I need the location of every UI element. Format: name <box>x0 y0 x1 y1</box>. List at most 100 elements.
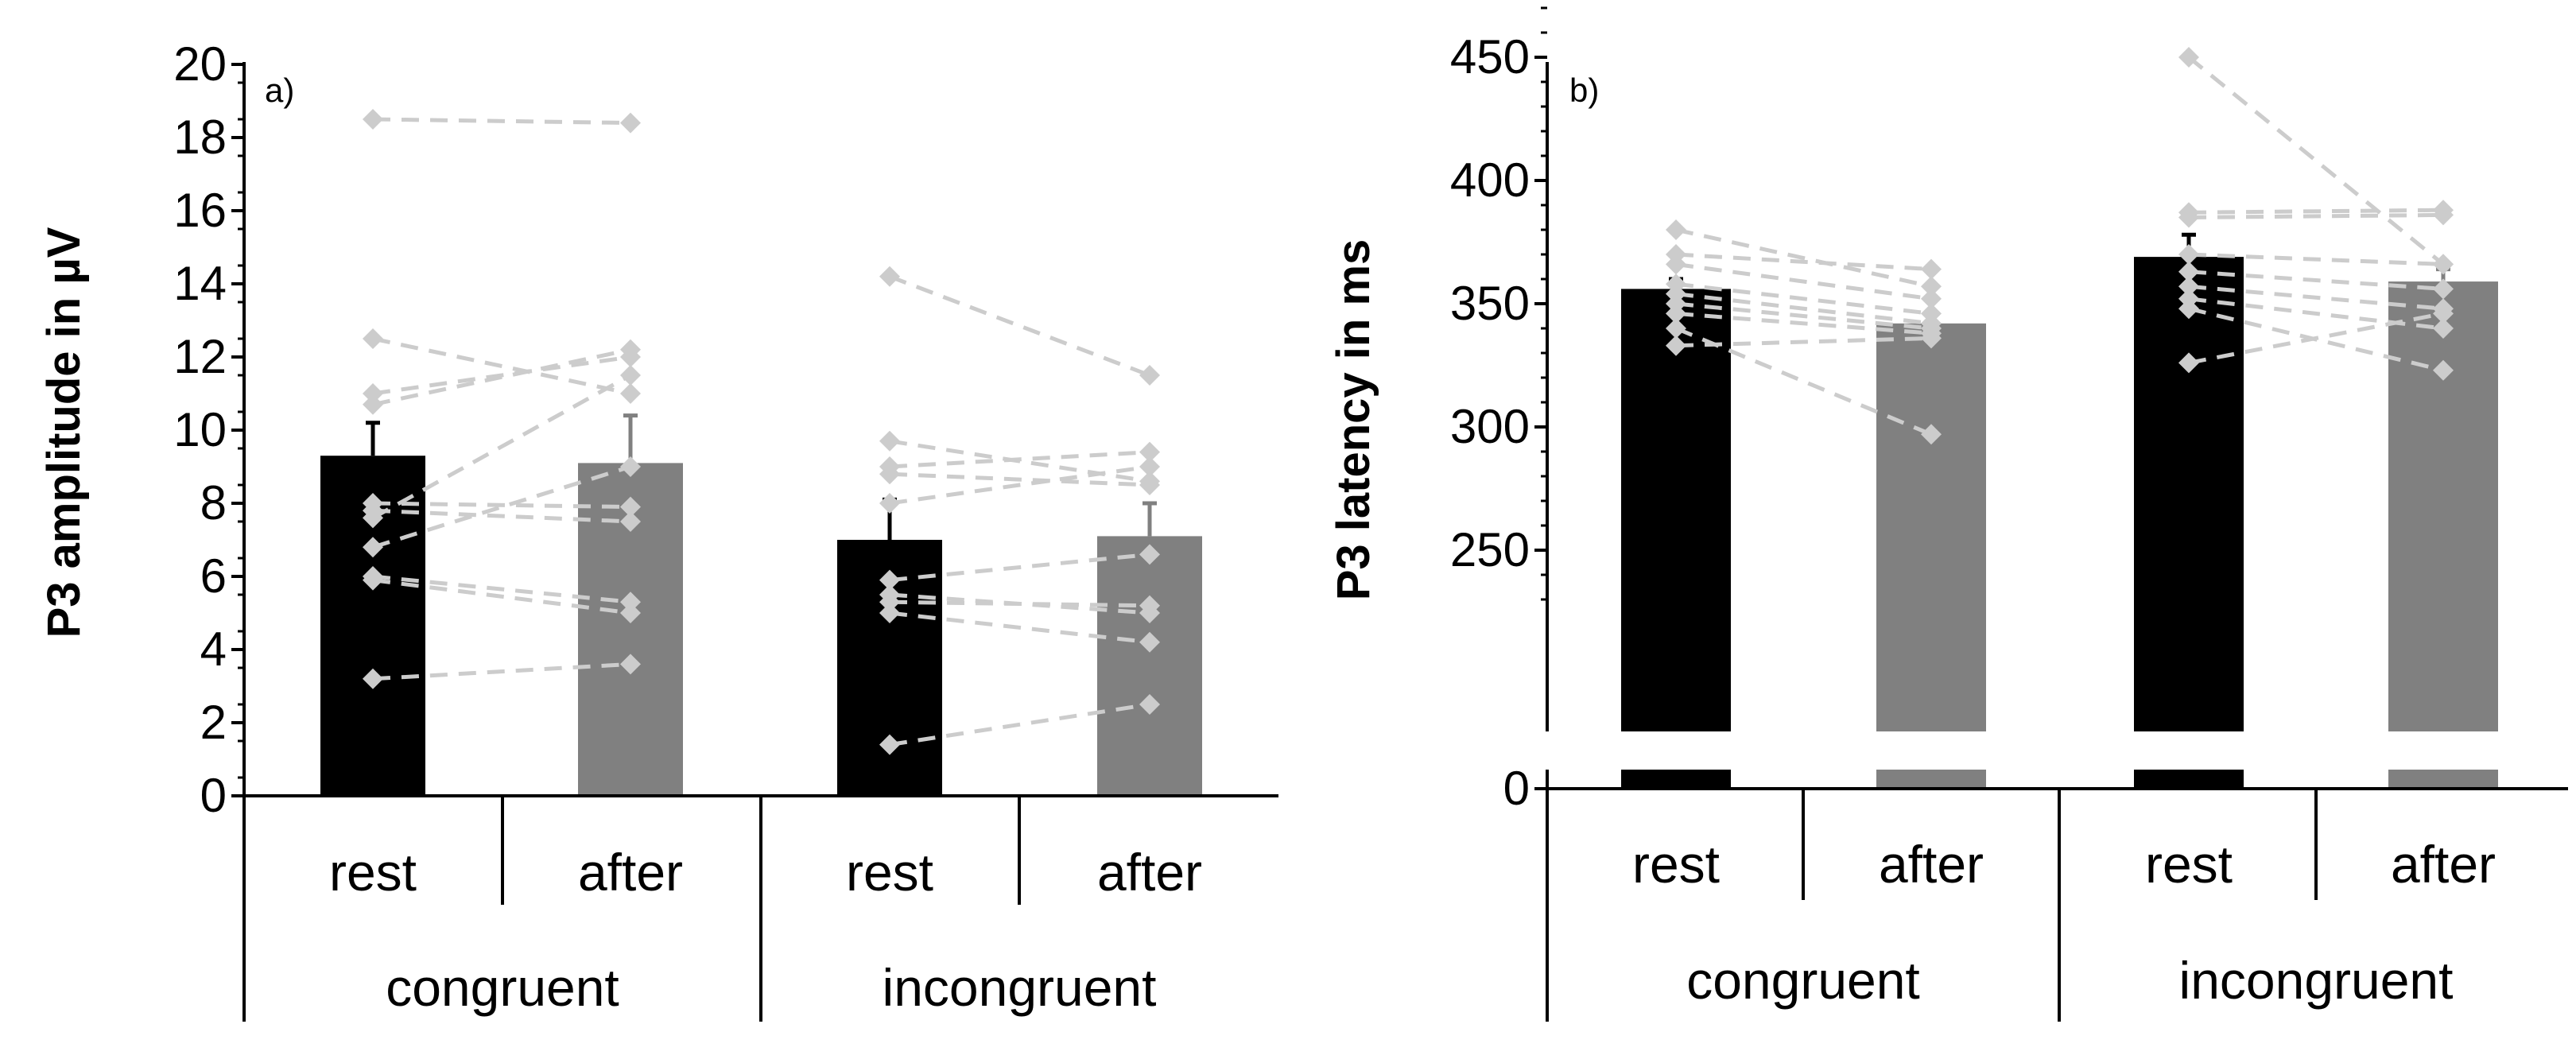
subject-point-after <box>1921 328 1942 349</box>
subject-point-after <box>620 496 641 518</box>
subject-line <box>889 450 1150 469</box>
subject-point-after <box>2433 278 2454 300</box>
subject-line <box>372 661 631 681</box>
subject-point-rest <box>363 328 383 349</box>
subject-point-rest <box>363 569 383 591</box>
panel-label-a: a) <box>265 72 294 109</box>
bar-stub <box>2388 770 2498 789</box>
subject-point-rest <box>2178 207 2199 228</box>
subject-line <box>2188 284 2444 311</box>
panel-label-b: b) <box>1569 72 1599 109</box>
subject-line <box>372 508 631 524</box>
y-tick-label: 18 <box>173 111 227 164</box>
subject-point-rest <box>879 464 900 485</box>
x-category-label-rest: rest <box>1632 835 1720 894</box>
subject-point-rest <box>363 507 383 529</box>
y-tick-label: 4 <box>200 623 227 676</box>
subject-point-after <box>2433 254 2454 275</box>
subject-line <box>2188 212 2444 219</box>
subject-point-rest <box>1666 219 1686 240</box>
bar-stub <box>1621 770 1731 789</box>
panel-a-amplitude: P3 amplitude in µV a) 02468101214161820 … <box>38 37 1278 1022</box>
subject-point-after <box>620 511 641 532</box>
subject-point-after <box>620 339 641 360</box>
x-category-label-after: after <box>2391 835 2496 894</box>
y-tick-label: 14 <box>173 257 227 310</box>
y-tick-label: 16 <box>173 184 227 237</box>
bar-after-incongruent <box>1097 536 1202 796</box>
subject-point-after <box>620 456 641 477</box>
subject-point-rest <box>363 109 383 130</box>
x-group-label-incongruent: incongruent <box>2179 951 2454 1010</box>
subject-line <box>2188 208 2444 215</box>
subject-point-rest <box>1666 335 1686 356</box>
y-tick-label: 250 <box>1450 523 1530 576</box>
subject-point-rest <box>1666 318 1686 339</box>
subject-point-rest <box>2178 352 2199 374</box>
subject-point-after <box>1921 288 1942 309</box>
subject-point-after <box>2433 318 2454 339</box>
subject-line <box>1675 227 1932 289</box>
subject-line <box>371 373 632 520</box>
bar-stub <box>1876 770 1986 789</box>
y-tick-label: 450 <box>1450 30 1530 83</box>
bar-rest-congruent <box>1621 289 1731 731</box>
subject-point-rest <box>2178 276 2199 297</box>
subject-line <box>2188 252 2444 266</box>
subject-point-after <box>2433 303 2454 324</box>
subject-point-after <box>1139 694 1160 715</box>
subject-line <box>372 574 631 604</box>
y-axis-label-latency: P3 latency in ms <box>1328 239 1379 601</box>
subject-line <box>889 274 1150 378</box>
subject-point-after <box>2433 359 2454 381</box>
bar-stub <box>2134 770 2244 789</box>
subject-point-rest <box>1666 303 1686 324</box>
x-category-label-after: after <box>1879 835 1984 894</box>
subject-line <box>889 471 1150 487</box>
subject-point-rest <box>363 668 383 689</box>
x-group-label-incongruent: incongruent <box>883 958 1157 1017</box>
subject-point-after <box>1139 456 1160 477</box>
subject-point-after <box>1139 475 1160 495</box>
subject-line <box>1675 262 1932 301</box>
subject-point-rest <box>1666 254 1686 275</box>
y-tick-label: 2 <box>200 696 227 749</box>
subject-line <box>889 552 1150 583</box>
subject-point-rest <box>363 537 383 558</box>
subject-point-rest <box>2178 244 2199 265</box>
subject-point-after <box>620 112 641 134</box>
subject-point-rest <box>879 266 900 287</box>
subject-line <box>2188 311 2444 365</box>
y-tick-label: 12 <box>173 330 227 383</box>
y-tick-label: 10 <box>173 403 227 456</box>
subject-point-after <box>1139 544 1160 565</box>
y-tick-label: 400 <box>1450 153 1530 207</box>
subject-line <box>889 464 1150 506</box>
subject-point-after <box>620 365 641 386</box>
subject-point-after <box>1921 258 1942 280</box>
subject-point-after <box>1139 441 1160 463</box>
subject-line <box>1675 311 1932 336</box>
x-category-label-rest: rest <box>329 843 417 902</box>
subject-point-rest <box>879 569 900 591</box>
subject-line <box>372 336 631 396</box>
subject-point-after <box>620 654 641 675</box>
bar-after-congruent <box>1876 323 1986 731</box>
subject-line <box>1675 301 1932 331</box>
subject-line <box>889 611 1150 645</box>
subject-point-after <box>620 383 641 404</box>
x-category-label-rest: rest <box>846 843 933 902</box>
subject-point-rest <box>879 430 900 452</box>
subject-line <box>1675 336 1932 348</box>
bar-after-incongruent <box>2388 281 2498 732</box>
subject-line <box>1675 292 1932 326</box>
subject-line <box>372 464 631 549</box>
subject-line <box>372 355 631 396</box>
subject-point-after <box>1139 631 1160 653</box>
subject-point-rest <box>363 394 383 415</box>
subject-point-rest <box>2178 261 2199 282</box>
subject-point-after <box>620 603 641 623</box>
subject-line <box>1675 281 1932 316</box>
subject-point-after <box>1139 365 1160 386</box>
